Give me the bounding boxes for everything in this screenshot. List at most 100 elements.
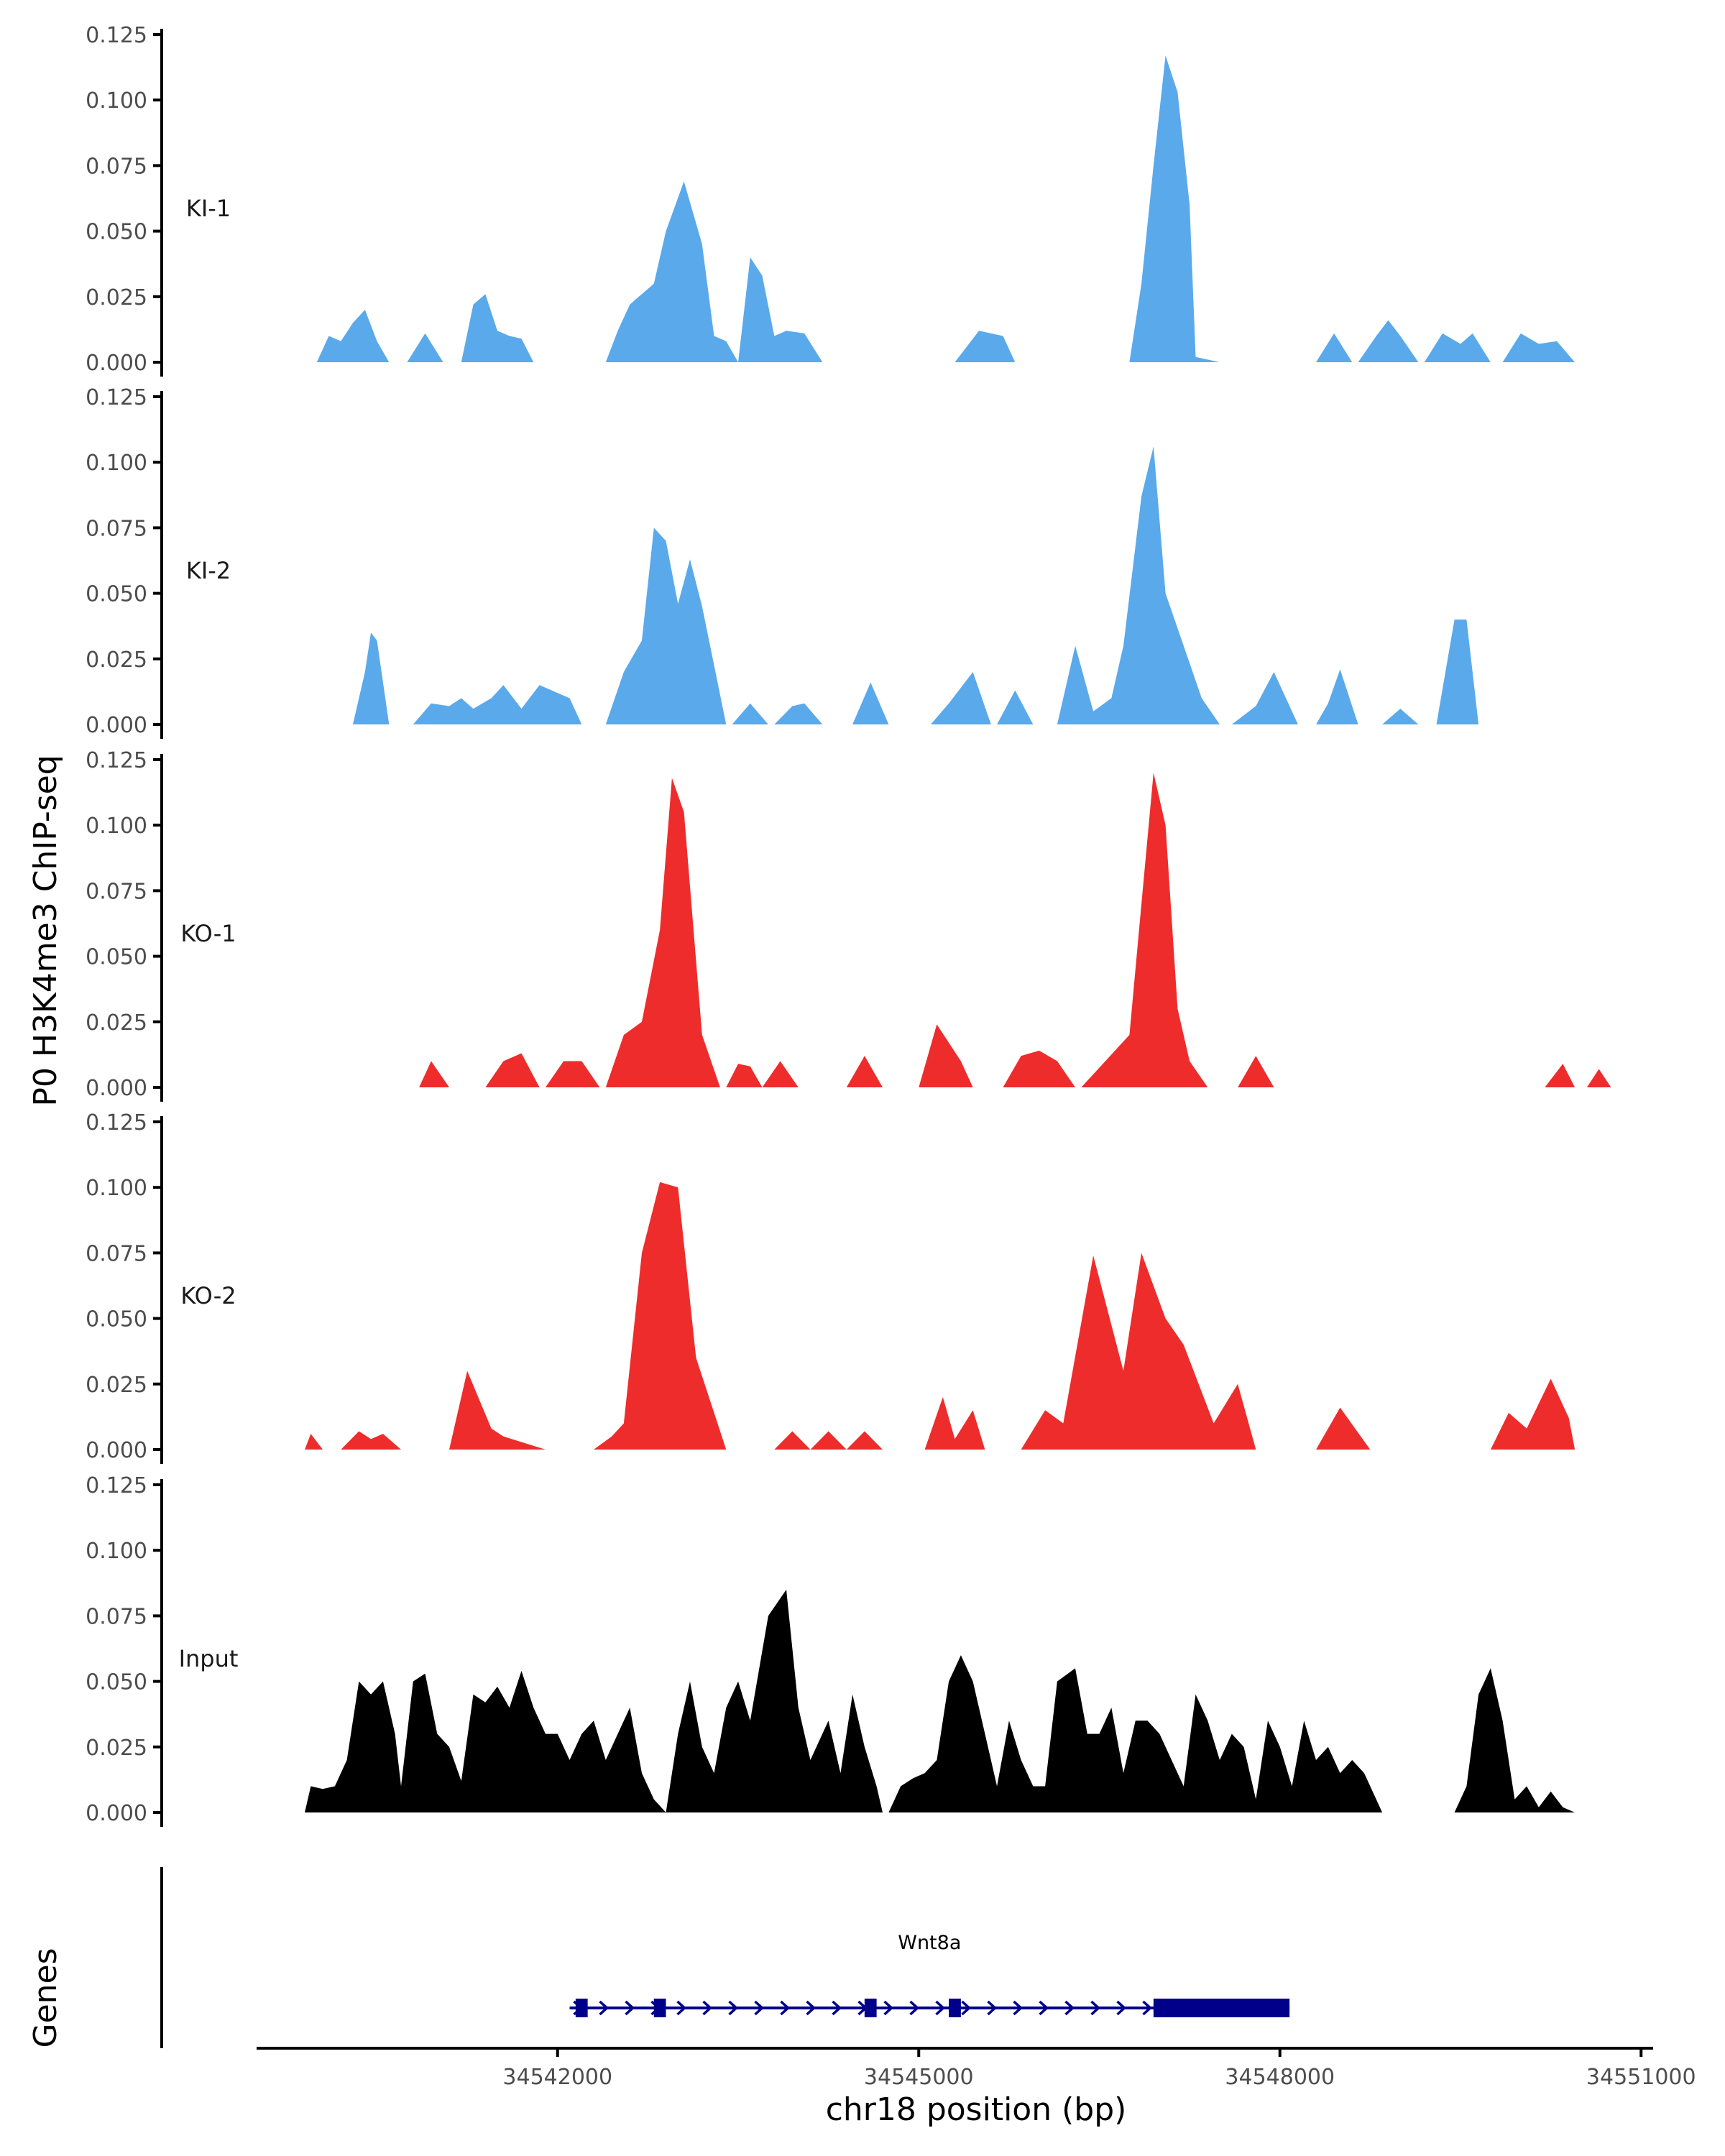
strand-arrow bbox=[728, 2000, 739, 2016]
track-ko-1: 0.000 0.025 0.050 0.075 0.100 0.125 KO-1 bbox=[86, 748, 1611, 1102]
y-tick-label: 0.000 bbox=[86, 1801, 147, 1826]
y-tick-label: 0.125 bbox=[86, 385, 147, 410]
coverage-area bbox=[997, 690, 1034, 724]
y-tick-label: 0.050 bbox=[86, 1307, 147, 1332]
y-tick-label: 0.050 bbox=[86, 1670, 147, 1695]
gene-exon bbox=[949, 1999, 961, 2017]
coverage-area bbox=[449, 1370, 546, 1450]
strand-arrow bbox=[909, 2000, 920, 2016]
coverage-area bbox=[461, 294, 534, 362]
y-tick-label: 0.025 bbox=[86, 1373, 147, 1398]
y-tick-label: 0.075 bbox=[86, 516, 147, 541]
coverage-area bbox=[341, 1431, 401, 1450]
strand-arrow bbox=[1013, 2000, 1024, 2016]
y-tick-label: 0.100 bbox=[86, 88, 147, 114]
coverage-area bbox=[1021, 1253, 1256, 1450]
strand-arrow bbox=[599, 2000, 610, 2016]
y-tick-label: 0.125 bbox=[86, 1110, 147, 1135]
strand-arrow bbox=[780, 2000, 791, 2016]
coverage-area bbox=[1003, 1050, 1075, 1087]
coverage-area bbox=[316, 310, 390, 362]
coverage-area bbox=[774, 1431, 811, 1450]
coverage-area bbox=[605, 528, 727, 724]
strand-arrow bbox=[961, 2000, 972, 2016]
strand-arrow bbox=[625, 2000, 635, 2016]
coverage-area bbox=[1586, 1069, 1611, 1087]
coverage-area bbox=[1316, 1407, 1371, 1450]
y-tick-label: 0.075 bbox=[86, 879, 147, 904]
strand-arrow bbox=[702, 2000, 713, 2016]
coverage-area bbox=[846, 1056, 883, 1087]
y-tick-label: 0.050 bbox=[86, 582, 147, 607]
coverage-area bbox=[919, 1024, 973, 1087]
track-input: 0.000 0.025 0.050 0.075 0.100 0.125 Input bbox=[86, 1473, 1576, 1827]
coverage-area bbox=[353, 632, 390, 724]
coverage-area bbox=[774, 703, 823, 724]
gene-name-label: Wnt8a bbox=[898, 1932, 961, 1954]
coverage-area bbox=[1316, 333, 1353, 362]
coverage-area bbox=[485, 1053, 540, 1087]
coverage-area bbox=[954, 331, 1016, 362]
y-tick-label: 0.000 bbox=[86, 1076, 147, 1101]
x-axis-title: chr18 position (bp) bbox=[826, 2091, 1127, 2128]
strand-arrow bbox=[1116, 2000, 1127, 2016]
coverage-area bbox=[605, 181, 823, 362]
coverage-area bbox=[762, 1061, 799, 1087]
y-tick-label: 0.025 bbox=[86, 648, 147, 673]
coverage-area bbox=[1490, 1378, 1576, 1450]
coverage-area bbox=[546, 1061, 600, 1087]
coverage-area bbox=[726, 1064, 763, 1087]
strand-arrow bbox=[806, 2000, 816, 2016]
coverage-area bbox=[1424, 333, 1491, 362]
coverage-area bbox=[1454, 1668, 1576, 1812]
coverage-area bbox=[1502, 333, 1576, 362]
strand-arrow bbox=[832, 2000, 842, 2016]
y-tick-label: 0.050 bbox=[86, 945, 147, 970]
track-label: Input bbox=[179, 1645, 239, 1672]
tracks-layer: 0.0000.0250.0500.0750.1000.125KI-10.0000… bbox=[86, 23, 1611, 1827]
y-tick-label: 0.025 bbox=[86, 1736, 147, 1761]
coverage-area bbox=[1057, 446, 1220, 724]
y-axis-title: P0 H3K4me3 ChIP-seq bbox=[27, 755, 64, 1106]
x-tick-label: 34542000 bbox=[502, 2065, 612, 2090]
coverage-area bbox=[1316, 669, 1358, 724]
coverage-area bbox=[846, 1431, 883, 1450]
coverage-area bbox=[413, 685, 582, 724]
coverage-area bbox=[1358, 320, 1419, 362]
coverage-area bbox=[1436, 619, 1479, 724]
coverage-area bbox=[1238, 1056, 1274, 1087]
coverage-area bbox=[1382, 709, 1419, 724]
strand-arrow bbox=[754, 2000, 765, 2016]
y-tick-label: 0.075 bbox=[86, 1604, 147, 1629]
gene-exon bbox=[575, 1999, 588, 2017]
y-tick-label: 0.000 bbox=[86, 713, 147, 738]
x-tick-label: 34551000 bbox=[1586, 2065, 1696, 2090]
strand-arrow bbox=[1090, 2000, 1101, 2016]
y-tick-label: 0.000 bbox=[86, 351, 147, 376]
y-tick-label: 0.025 bbox=[86, 1010, 147, 1036]
gene-utr bbox=[1153, 1999, 1290, 2017]
strand-arrow bbox=[1039, 2000, 1049, 2016]
track-label: KO-2 bbox=[180, 1282, 236, 1309]
y-tick-label: 0.025 bbox=[86, 285, 147, 310]
coverage-area bbox=[1231, 672, 1298, 724]
y-tick-label: 0.125 bbox=[86, 748, 147, 773]
coverage-area bbox=[407, 333, 443, 362]
x-axis: 34542000 34545000 34548000 34551000 bbox=[257, 2047, 1696, 2090]
coverage-area bbox=[605, 778, 720, 1087]
gene-exon bbox=[864, 1999, 877, 2017]
track-label: KO-1 bbox=[180, 920, 236, 947]
y-tick-label: 0.050 bbox=[86, 220, 147, 245]
coverage-area bbox=[810, 1431, 847, 1450]
y-tick-label: 0.100 bbox=[86, 1539, 147, 1564]
coverage-area bbox=[732, 703, 768, 724]
track-label: KI-2 bbox=[186, 557, 231, 584]
y-tick-label: 0.075 bbox=[86, 1241, 147, 1266]
y-tick-label: 0.000 bbox=[86, 1438, 147, 1463]
gene-track: Wnt8a bbox=[160, 1867, 1290, 2048]
y-tick-label: 0.100 bbox=[86, 451, 147, 476]
track-ki-2: 0.000 0.025 0.050 0.075 0.100 0.125 KI-2 bbox=[86, 385, 1479, 739]
strand-arrow bbox=[935, 2000, 946, 2016]
track-ki-1: 0.000 0.025 0.050 0.075 0.100 0.125 KI-1 bbox=[86, 23, 1576, 377]
